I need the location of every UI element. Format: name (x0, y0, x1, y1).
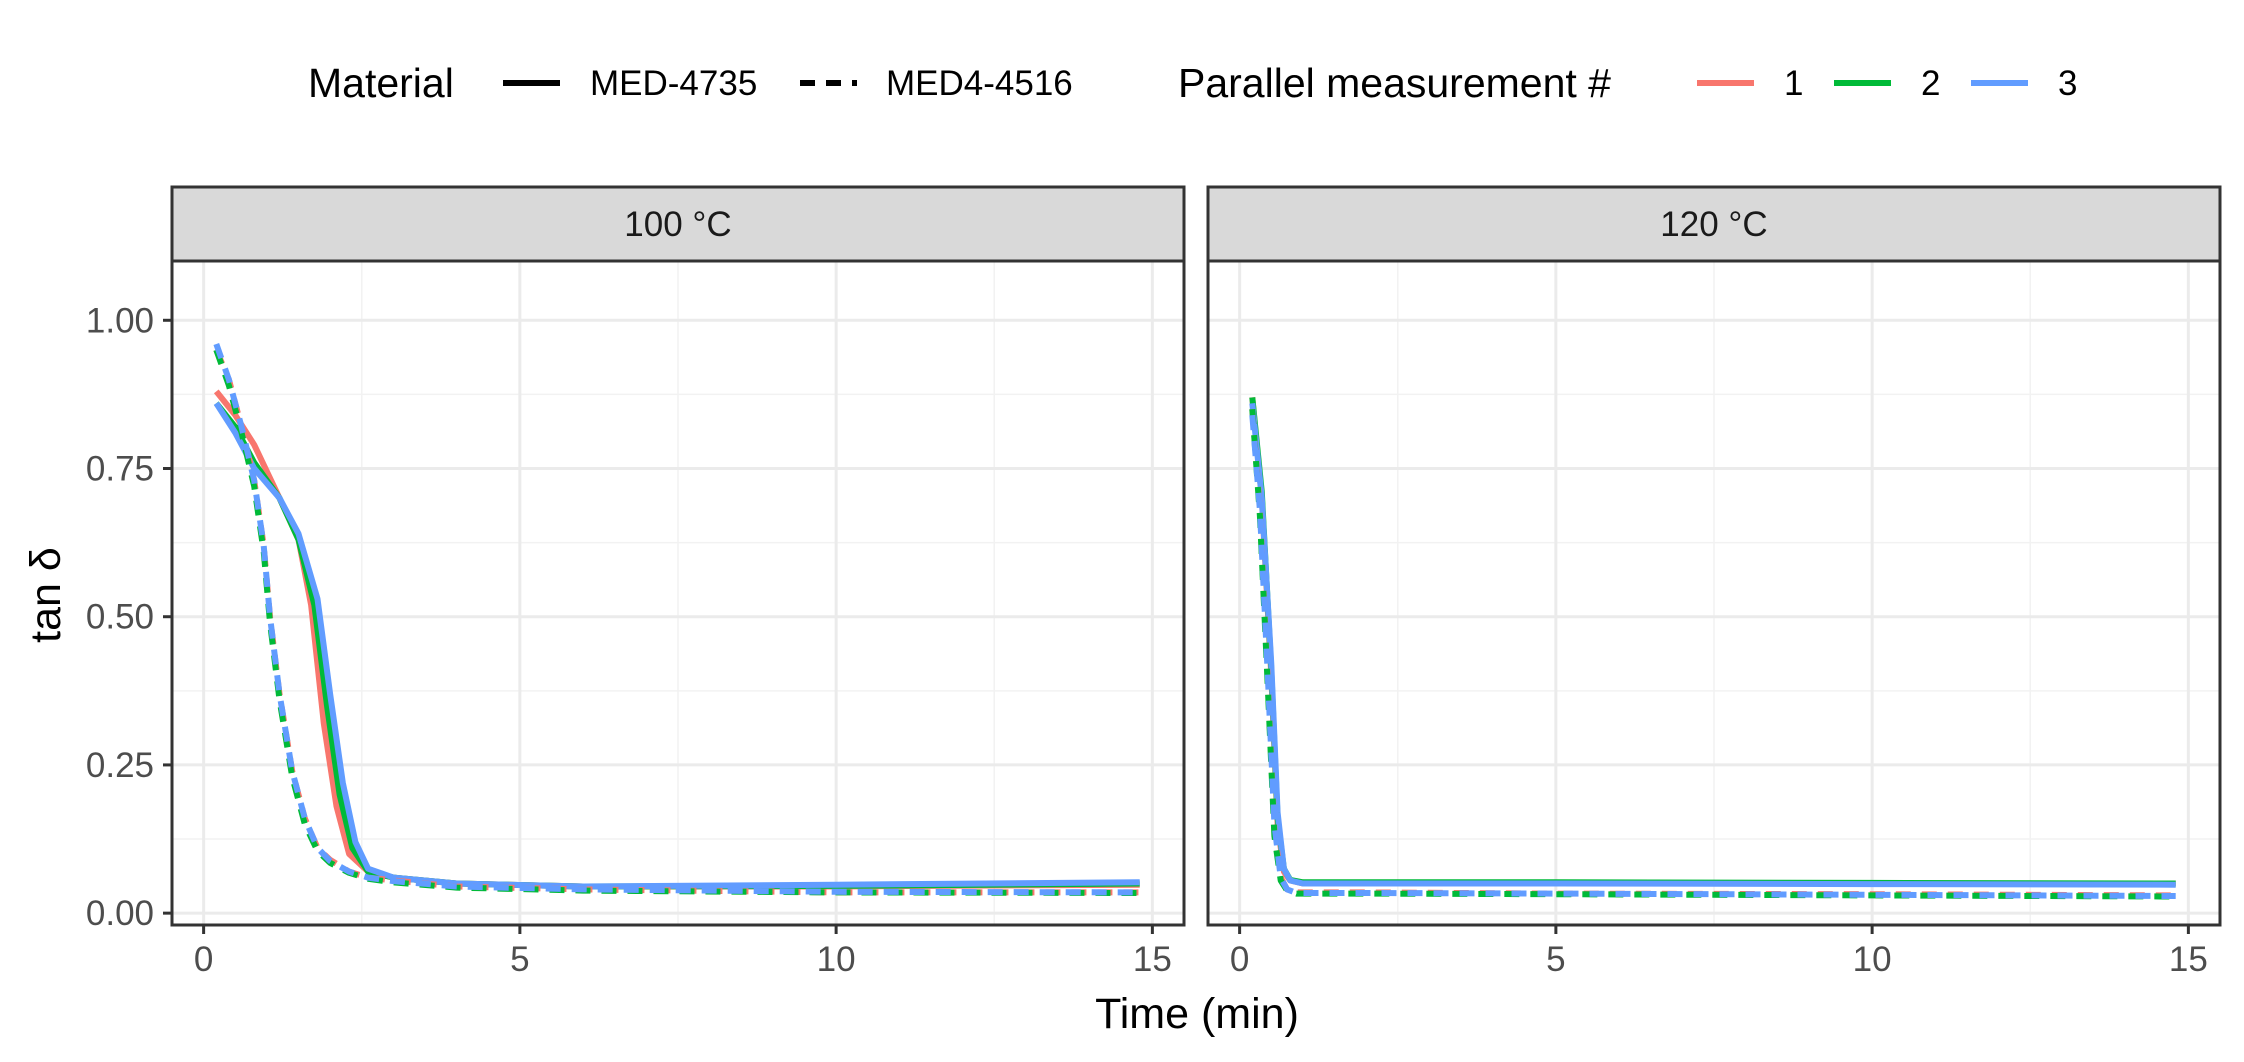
legend-material-label-1: MED-4735 (590, 64, 757, 103)
x-tick-label: 10 (1853, 940, 1892, 979)
series-line-med4-4516-3 (1249, 414, 2176, 899)
legend-parallel-label-2: 2 (1921, 64, 1940, 103)
facet-panels: 100 °C 0 5 10 15 120 °C 0 5 10 15 (170, 185, 2222, 979)
y-tick-label: 0.25 (86, 746, 154, 785)
facet-strip (170, 185, 1186, 263)
x-tick-label: 15 (1133, 940, 1172, 979)
series-line-med4-4516-3 (213, 342, 1140, 896)
x-tick-label: 5 (510, 940, 529, 979)
legend: Material MED-4735 MED4-4516 Parallel mea… (308, 60, 2077, 106)
x-tick-label: 10 (817, 940, 856, 979)
y-tick-label: 0.50 (86, 598, 154, 637)
x-axis-title: Time (min) (1095, 990, 1299, 1038)
series-line-med4-4516-2 (1249, 408, 2176, 900)
y-tick-label: 0.75 (86, 450, 154, 489)
legend-material-title: Material (308, 60, 454, 106)
facet-strip-label: 120 °C (1660, 205, 1767, 244)
panel-2: 120 °C 0 5 10 15 (1206, 185, 2222, 979)
legend-material-label-2: MED4-4516 (886, 64, 1073, 103)
x-tick-label: 0 (194, 940, 213, 979)
legend-parallel-title: Parallel measurement # (1178, 60, 1611, 106)
y-tick-label: 0.00 (86, 894, 154, 933)
facet-strip-label: 100 °C (624, 205, 731, 244)
legend-parallel-label-3: 3 (2058, 64, 2077, 103)
series-line-med-4735-3 (1249, 403, 2176, 888)
panel-1: 100 °C 0 5 10 15 (170, 185, 1186, 979)
x-tick-label: 5 (1546, 940, 1565, 979)
y-axis-ticks: 0.00 0.25 0.50 0.75 1.00 (86, 301, 172, 933)
legend-parallel-label-1: 1 (1784, 64, 1803, 103)
x-tick-label: 15 (2169, 940, 2208, 979)
facet-strip (1206, 185, 2222, 263)
y-tick-label: 1.00 (86, 301, 154, 340)
series-line-med-4735-3 (213, 401, 1140, 890)
y-axis-title: tan δ (22, 547, 70, 643)
x-tick-label: 0 (1230, 940, 1249, 979)
